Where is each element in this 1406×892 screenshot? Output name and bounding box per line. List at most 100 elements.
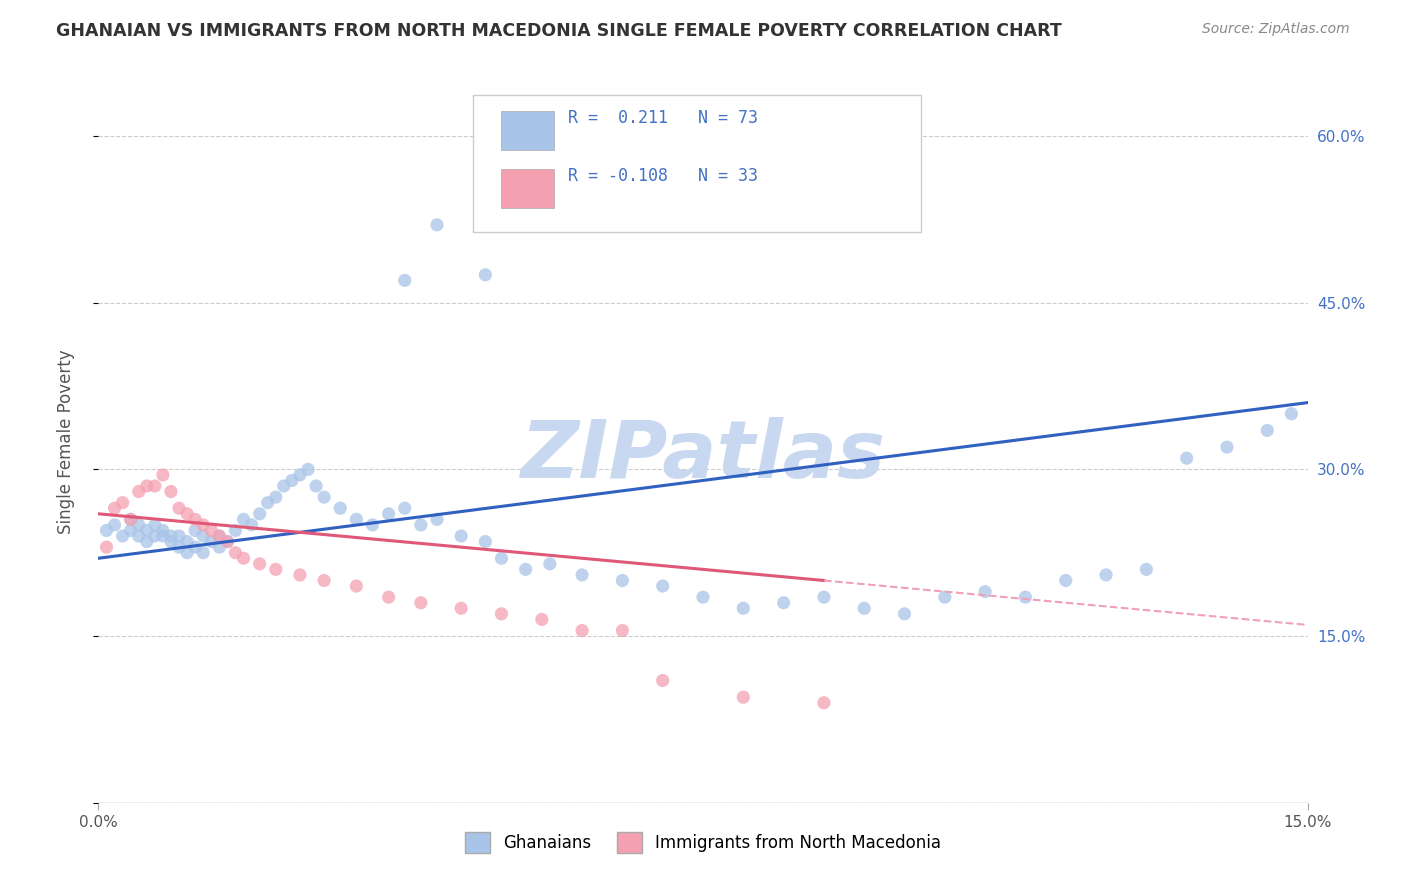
Point (217, 534, 239, 549)
Point (377, 590, 399, 604)
FancyBboxPatch shape (474, 95, 921, 232)
Point (571, 568, 593, 582)
Point (344, 512, 367, 526)
Point (217, 534, 239, 549)
Point (208, 540, 231, 554)
Point (152, 529, 174, 543)
Point (128, 517, 150, 532)
Point (184, 512, 207, 526)
Point (772, 596, 794, 610)
Point (200, 534, 222, 549)
Point (193, 529, 215, 543)
Point (135, 534, 157, 549)
Point (103, 517, 125, 532)
Point (273, 479, 295, 493)
Point (111, 496, 134, 510)
Point (200, 524, 222, 538)
Point (394, 501, 416, 516)
Point (426, 218, 449, 232)
Text: R =  0.211   N = 73: R = 0.211 N = 73 (568, 109, 758, 127)
Point (167, 540, 190, 554)
Point (409, 596, 432, 610)
Point (1054, 574, 1077, 588)
Point (329, 501, 352, 516)
Point (377, 507, 399, 521)
Point (160, 534, 183, 549)
FancyBboxPatch shape (501, 169, 554, 208)
Point (128, 529, 150, 543)
Legend: Ghanaians, Immigrants from North Macedonia: Ghanaians, Immigrants from North Macedon… (458, 826, 948, 860)
Point (692, 590, 714, 604)
Point (314, 490, 336, 504)
Text: Source: ZipAtlas.com: Source: ZipAtlas.com (1202, 22, 1350, 37)
Point (1281, 407, 1303, 421)
Point (224, 524, 246, 538)
Point (344, 579, 367, 593)
Point (426, 512, 449, 526)
Point (491, 551, 513, 566)
Point (193, 517, 215, 532)
Point (281, 474, 304, 488)
Point (256, 496, 278, 510)
Point (152, 467, 174, 482)
Point (450, 529, 472, 543)
Point (249, 507, 271, 521)
Point (103, 501, 125, 516)
Point (224, 546, 246, 560)
Point (474, 534, 496, 549)
Point (491, 607, 513, 621)
Point (135, 524, 157, 538)
Point (184, 524, 207, 538)
Point (135, 479, 157, 493)
Point (176, 534, 198, 549)
Point (813, 696, 835, 710)
Point (409, 517, 432, 532)
Point (853, 601, 876, 615)
Point (515, 562, 537, 576)
Point (651, 673, 673, 688)
Point (733, 601, 755, 615)
Point (651, 579, 673, 593)
Point (394, 273, 416, 287)
Point (249, 557, 271, 571)
Point (111, 529, 134, 543)
Text: ZIPatlas: ZIPatlas (520, 417, 886, 495)
Point (297, 462, 319, 476)
Point (176, 546, 198, 560)
Point (1135, 562, 1157, 576)
Point (128, 484, 150, 499)
FancyBboxPatch shape (501, 112, 554, 151)
Point (143, 479, 166, 493)
Point (530, 612, 553, 626)
Point (232, 512, 254, 526)
Point (893, 607, 915, 621)
Point (176, 507, 198, 521)
Point (184, 540, 207, 554)
Text: R = -0.108   N = 33: R = -0.108 N = 33 (568, 167, 758, 185)
Point (474, 268, 496, 282)
Point (143, 517, 166, 532)
Point (152, 524, 174, 538)
Point (450, 601, 472, 615)
Point (96, 524, 118, 538)
Point (1216, 440, 1239, 454)
Point (733, 690, 755, 705)
Point (1095, 568, 1118, 582)
Point (305, 479, 328, 493)
Point (264, 562, 287, 576)
Point (167, 501, 190, 516)
Point (232, 551, 254, 566)
Point (934, 590, 956, 604)
Point (571, 624, 593, 638)
Point (120, 512, 142, 526)
Text: GHANAIAN VS IMMIGRANTS FROM NORTH MACEDONIA SINGLE FEMALE POVERTY CORRELATION CH: GHANAIAN VS IMMIGRANTS FROM NORTH MACEDO… (56, 22, 1062, 40)
Point (1014, 590, 1036, 604)
Point (612, 624, 634, 638)
Point (974, 584, 997, 599)
Point (1175, 451, 1198, 466)
Point (288, 467, 311, 482)
Point (612, 574, 634, 588)
Point (208, 529, 231, 543)
Point (1256, 424, 1278, 438)
Point (538, 557, 561, 571)
